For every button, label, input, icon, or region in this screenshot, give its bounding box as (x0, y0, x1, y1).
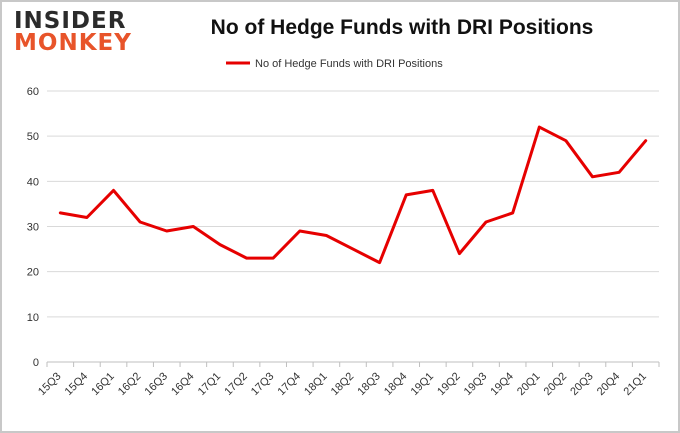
x-tick-label: 16Q2 (116, 370, 144, 398)
x-tick-label: 19Q1 (409, 370, 437, 398)
y-tick-label: 20 (27, 267, 39, 279)
series-line (58, 125, 648, 265)
x-tick-label: 17Q2 (222, 370, 250, 398)
y-tick-label: 60 (27, 86, 39, 98)
x-tick-label: 19Q3 (462, 370, 490, 398)
x-tick-label: 16Q3 (143, 370, 171, 398)
y-tick-label: 50 (27, 131, 39, 143)
y-tick-label: 10 (27, 312, 39, 324)
x-tick-label: 16Q4 (169, 370, 197, 398)
x-tick-label: 17Q1 (196, 370, 224, 398)
y-tick-label: 0 (33, 357, 39, 369)
x-tick-label: 18Q3 (355, 370, 383, 398)
insider-monkey-logo: INSIDER MONKEY (14, 8, 132, 56)
y-tick-label: 30 (27, 222, 39, 234)
y-tick-label: 40 (27, 176, 39, 188)
legend-label: No of Hedge Funds with DRI Positions (255, 58, 443, 70)
x-tick-label: 18Q1 (302, 370, 330, 398)
x-tick-label: 19Q4 (488, 370, 516, 398)
chart-title: No of Hedge Funds with DRI Positions (210, 16, 594, 39)
logo-line-2: MONKEY (14, 30, 132, 56)
x-tick-label: 21Q1 (621, 370, 649, 398)
x-tick-label: 15Q4 (63, 370, 91, 398)
x-tick-label: 20Q4 (595, 370, 623, 398)
x-tick-label: 20Q1 (515, 370, 543, 398)
x-tick-label: 17Q3 (249, 370, 277, 398)
x-tick-label: 17Q4 (276, 370, 304, 398)
x-tick-label: 20Q2 (542, 370, 570, 398)
x-tick-label: 18Q2 (329, 370, 357, 398)
logo-line-1: INSIDER (14, 8, 127, 34)
x-tick-label: 19Q2 (435, 370, 463, 398)
x-tick-label: 20Q3 (568, 370, 596, 398)
x-tick-label: 16Q1 (89, 370, 117, 398)
x-tick-label: 15Q3 (36, 370, 64, 398)
x-tick-label: 18Q4 (382, 370, 410, 398)
